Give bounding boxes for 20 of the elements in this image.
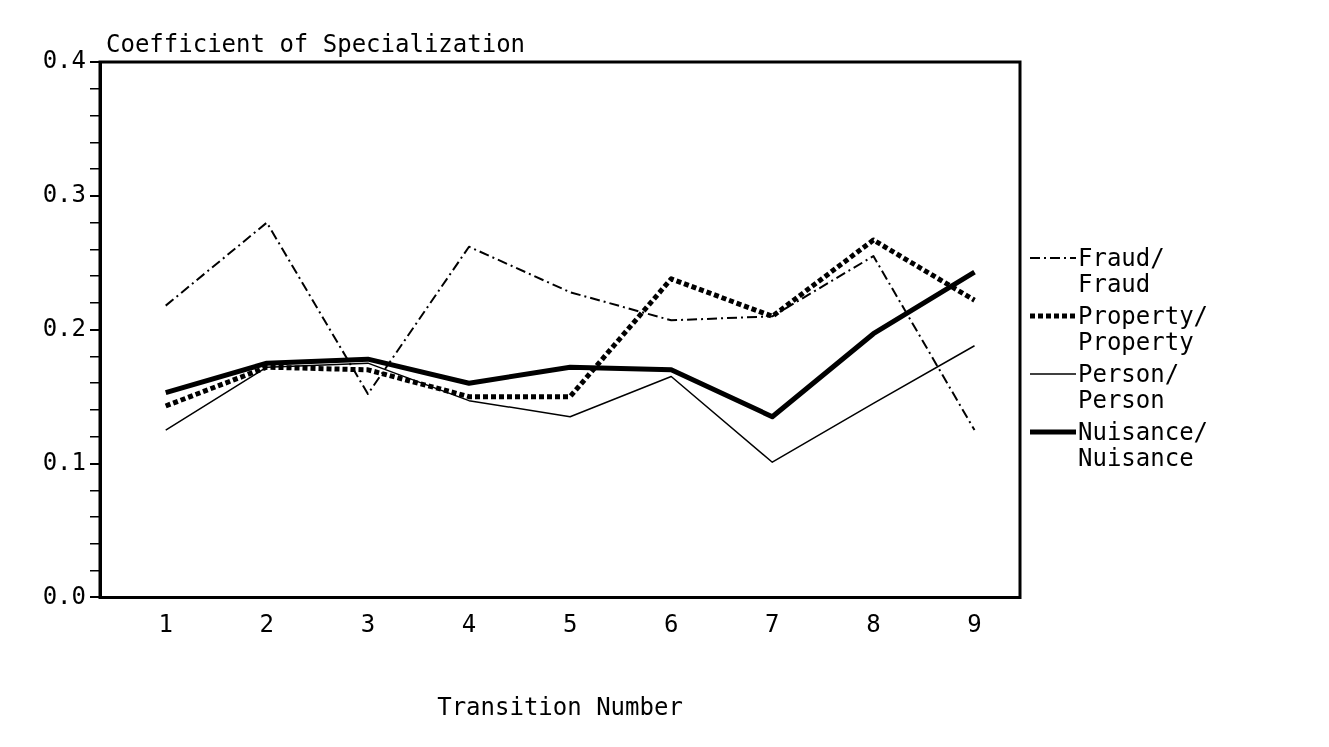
x-tick-label: 5 [562, 610, 578, 639]
x-tick-label: 8 [866, 610, 881, 639]
x-tick-label: 3 [360, 610, 376, 639]
x-tick-label: 9 [967, 610, 982, 639]
x-tick-label: 6 [663, 610, 679, 639]
legend-label: Fraud/Fraud [1078, 244, 1165, 298]
y-axis-title: Coefficient of Specialization [106, 30, 526, 59]
y-tick-label: 0.0 [42, 581, 86, 610]
y-tick-label: 0.4 [42, 46, 86, 75]
x-tick-label: 4 [461, 610, 477, 639]
x-tick-label: 1 [158, 610, 173, 639]
legend-label: Property/Property [1078, 302, 1209, 356]
y-tick-label: 0.1 [42, 447, 86, 476]
x-axis-title: Transition Number [437, 692, 683, 721]
y-tick-label: 0.3 [42, 180, 86, 209]
legend-label: Nuisance/Nuisance [1078, 418, 1209, 472]
legend-label: Person/Person [1078, 360, 1180, 414]
y-tick-label: 0.2 [42, 313, 86, 342]
x-tick-label: 7 [765, 610, 780, 639]
x-tick-label: 2 [259, 610, 275, 639]
